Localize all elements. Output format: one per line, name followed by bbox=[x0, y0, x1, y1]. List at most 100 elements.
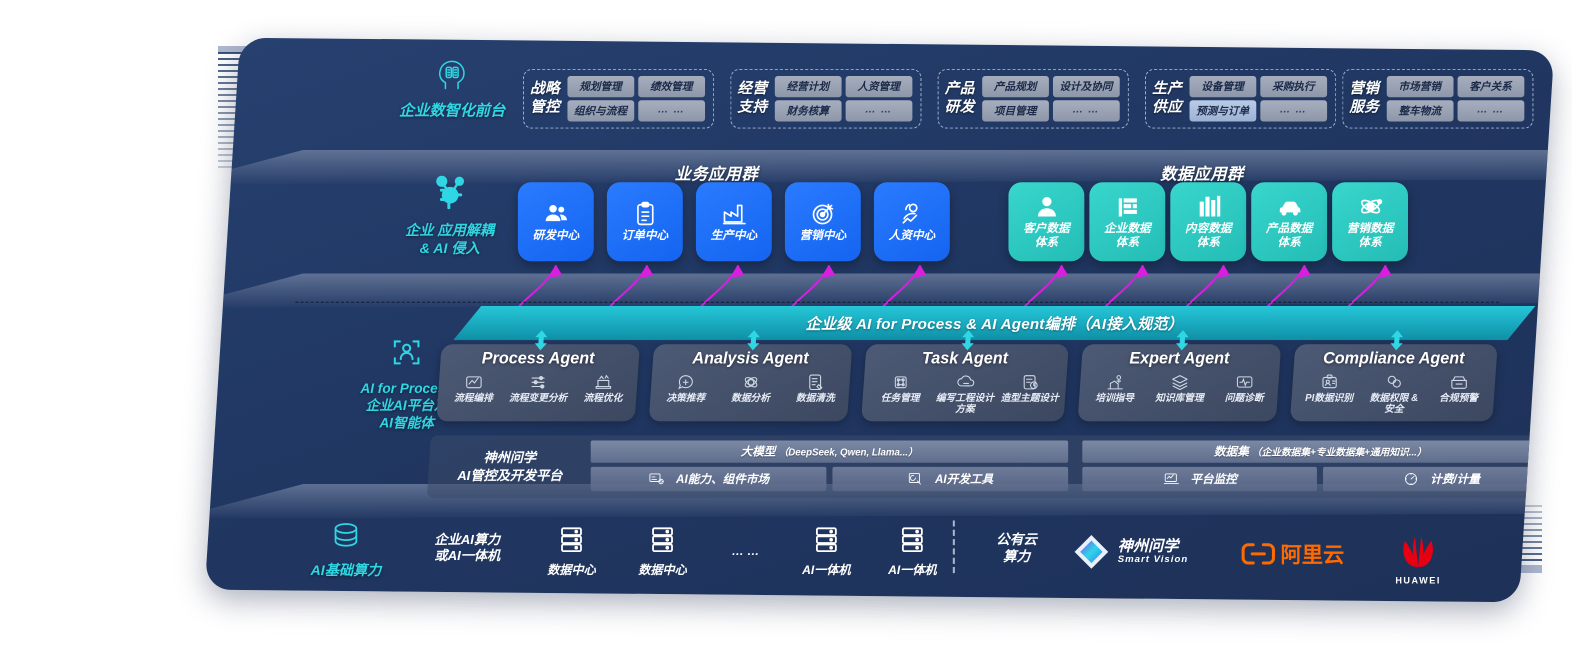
agent-capability[interactable]: 流程编排 bbox=[442, 373, 505, 405]
clipboard-icon bbox=[636, 201, 654, 226]
compute-node[interactable]: AI一体机 bbox=[877, 525, 948, 579]
domain-pill[interactable]: … … bbox=[1457, 100, 1524, 122]
agent-capability[interactable]: 数据分析 bbox=[719, 373, 782, 405]
ai-platform-strip: 神州问学 AI管控及开发平台 大模型 （DeepSeek, Qwen, Llam… bbox=[426, 435, 1555, 499]
domain-pill[interactable]: 采购执行 bbox=[1259, 75, 1327, 98]
agent-capability[interactable]: 问题诊断 bbox=[1213, 373, 1276, 405]
domain-pill[interactable]: 整车物流 bbox=[1386, 100, 1454, 122]
data-group-title: 数据应用群 bbox=[1160, 166, 1244, 184]
platform-brand-line1: 神州问学 bbox=[483, 450, 537, 466]
compute-node[interactable]: 数据中心 bbox=[536, 525, 607, 579]
agent-capability-label: 数据清洗 bbox=[795, 392, 835, 405]
domain-pill-grid: 市场营销 客户关系 整车物流… … bbox=[1386, 75, 1524, 122]
data-tile[interactable]: 客户数据 体系 bbox=[1008, 182, 1085, 262]
agent-card[interactable]: Analysis Agent 决策推荐 数据分析 数据清洗 bbox=[648, 330, 853, 422]
agent-card[interactable]: Expert Agent 培训指导 知识库管理 问题诊断 bbox=[1077, 330, 1282, 422]
business-tile[interactable]: 订单中心 bbox=[606, 182, 683, 262]
domain-name: 战略 管控 bbox=[530, 81, 560, 115]
compute-node[interactable]: AI一体机 bbox=[791, 525, 862, 579]
domain-pill[interactable]: 项目管理 bbox=[981, 100, 1049, 122]
agent-capability[interactable]: 决策推荐 bbox=[654, 373, 717, 405]
agent-card[interactable]: Compliance Agent PI数据识别 数据权限 & 安全 合规预警 bbox=[1289, 330, 1498, 422]
agent-title: Compliance Agent bbox=[1323, 350, 1465, 368]
platform-left-column: 大模型 （DeepSeek, Qwen, Llama...） AI能力、组件市场… bbox=[590, 440, 1068, 493]
agent-capability[interactable]: 流程优化 bbox=[572, 373, 635, 405]
agent-capability[interactable]: 任务管理 bbox=[869, 373, 932, 416]
agent-capability-label: 问题诊断 bbox=[1224, 392, 1264, 405]
domain-name: 经营 支持 bbox=[737, 81, 768, 115]
agent-capability-label: PI数据识别 bbox=[1305, 392, 1354, 405]
car-icon bbox=[1279, 201, 1300, 216]
domain-pill[interactable]: 绩效管理 bbox=[637, 75, 705, 98]
users-icon bbox=[545, 204, 567, 221]
domain-pill[interactable]: 产品规划 bbox=[981, 75, 1049, 98]
agent-card[interactable]: Task Agent 任务管理 编写工程设计方案 造型主题设计 bbox=[861, 330, 1069, 422]
platform-capability[interactable]: 计费/计量 bbox=[1323, 466, 1555, 492]
agent-capability[interactable]: 流程变更分析 bbox=[507, 373, 570, 405]
domain-pill[interactable]: 财务核算 bbox=[774, 100, 842, 122]
data-tile[interactable]: 营销数据 体系 bbox=[1332, 182, 1408, 262]
aliyun-logo bbox=[1241, 543, 1275, 565]
platform-capability-label: AI能力、组件市场 bbox=[676, 473, 770, 487]
domain-pill[interactable]: 组织与流程 bbox=[567, 100, 634, 122]
compute-node-label: … … bbox=[731, 543, 760, 558]
platform-capability[interactable]: AI开发工具 bbox=[832, 466, 1068, 492]
data-tile[interactable]: 企业数据 体系 bbox=[1089, 182, 1166, 262]
optimize-icon bbox=[595, 374, 611, 389]
data-tile[interactable]: 产品数据 体系 bbox=[1251, 182, 1328, 262]
vendor-huawei: HUAWEI bbox=[1383, 535, 1454, 586]
domain-pill-grid: 设备管理 采购执行 预测与订单… … bbox=[1189, 75, 1327, 122]
platform-capability[interactable]: AI能力、组件市场 bbox=[590, 466, 827, 492]
agent-capability[interactable]: 知识库管理 bbox=[1148, 373, 1211, 405]
agent-capability[interactable]: 数据清洗 bbox=[784, 373, 847, 405]
agent-capability-list: 任务管理 编写工程设计方案 造型主题设计 bbox=[869, 373, 1061, 416]
domain-pill[interactable]: 经营计划 bbox=[774, 75, 842, 98]
business-tile[interactable]: 生产中心 bbox=[695, 182, 772, 262]
domain-pill[interactable]: 客户关系 bbox=[1457, 75, 1524, 98]
platform-capability[interactable]: 平台监控 bbox=[1081, 466, 1318, 492]
domain-pill[interactable]: 设备管理 bbox=[1189, 75, 1256, 98]
agent-capability[interactable]: 造型主题设计 bbox=[998, 373, 1061, 416]
domain-pill[interactable]: … … bbox=[1259, 100, 1327, 122]
domain-card[interactable]: 产品 研发 产品规划 设计及协同 项目管理… … bbox=[937, 68, 1129, 129]
domain-pill[interactable]: … … bbox=[845, 100, 912, 122]
data-tile[interactable]: 内容数据 体系 bbox=[1170, 182, 1247, 262]
agent-capability[interactable]: 数据权限 & 安全 bbox=[1362, 373, 1425, 416]
agent-capability[interactable]: 编写工程设计方案 bbox=[934, 373, 997, 416]
business-tile[interactable]: 营销中心 bbox=[784, 182, 861, 262]
agent-up-down-arrow-icon bbox=[534, 330, 548, 351]
business-tile[interactable]: 研发中心 bbox=[517, 182, 594, 262]
domain-card[interactable]: 经营 支持 经营计划 人资管理 财务核算… … bbox=[730, 68, 922, 129]
agent-card[interactable]: Process Agent 流程编排 流程变更分析 流程优化 bbox=[436, 330, 640, 422]
layer-2-label-line1: 企业 应用解耦 bbox=[405, 221, 495, 238]
platform-capability-label: 计费/计量 bbox=[1430, 473, 1481, 487]
agent-capability[interactable]: PI数据识别 bbox=[1298, 373, 1361, 416]
compute-node[interactable]: 数据中心 bbox=[627, 525, 698, 579]
orchestration-label: 企业级 AI for Process & AI Agent编排（AI接入规范） bbox=[805, 315, 1184, 333]
domain-pill[interactable]: 市场营销 bbox=[1386, 75, 1454, 98]
domain-card[interactable]: 生产 供应 设备管理 采购执行 预测与订单… … bbox=[1145, 68, 1336, 129]
domain-pill[interactable]: 设计及协同 bbox=[1052, 75, 1120, 98]
compute-node[interactable]: … … bbox=[710, 541, 781, 559]
target-icon bbox=[812, 203, 833, 225]
layer-1-label: 企业数智化前台 bbox=[399, 102, 506, 120]
platform-dataset-note: （企业数据集+专业数据集+通用知识...） bbox=[1251, 447, 1427, 459]
domain-card[interactable]: 营销 服务 市场营销 客户关系 整车物流… … bbox=[1342, 68, 1534, 129]
domain-pill[interactable]: 人资管理 bbox=[845, 75, 912, 98]
agent-title: Process Agent bbox=[481, 350, 595, 368]
vendor-name-aliyun: 阿里云 bbox=[1280, 543, 1345, 568]
decoupling-icon bbox=[435, 175, 464, 210]
business-tile[interactable]: 人资中心 bbox=[873, 182, 950, 262]
gauge-icon bbox=[1405, 472, 1418, 485]
domain-pill[interactable]: … … bbox=[637, 100, 705, 122]
agent-capability[interactable]: 合规预警 bbox=[1427, 373, 1490, 416]
domain-card[interactable]: 战略 管控 规划管理 绩效管理 组织与流程… … bbox=[522, 68, 714, 129]
domain-pill[interactable]: 预测与订单 bbox=[1189, 100, 1256, 122]
agent-capability[interactable]: 培训指导 bbox=[1083, 373, 1146, 405]
domain-pill[interactable]: 规划管理 bbox=[567, 75, 634, 98]
domain-pill[interactable]: … … bbox=[1052, 100, 1120, 122]
data-tile-label: 客户数据 体系 bbox=[1023, 223, 1070, 249]
business-tile-label: 研发中心 bbox=[532, 229, 580, 242]
smart-vision-logo bbox=[1074, 535, 1109, 569]
